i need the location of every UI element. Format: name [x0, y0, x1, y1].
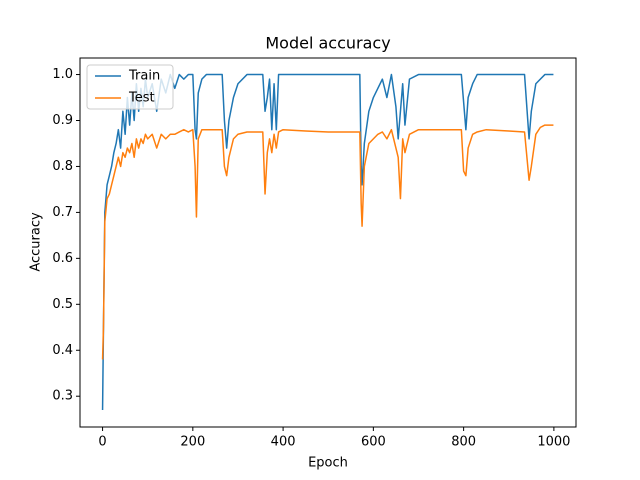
- x-tick-label: 400: [271, 435, 296, 450]
- x-tick-label: 800: [451, 435, 476, 450]
- line-series: [101, 73, 554, 411]
- x-tick-label: 600: [361, 435, 386, 450]
- legend-label: Test: [128, 91, 155, 106]
- y-tick-label: 0.3: [52, 389, 73, 404]
- y-tick-label: 0.7: [52, 205, 73, 220]
- plot-frame: [79, 57, 577, 428]
- x-tick-label: 200: [180, 435, 205, 450]
- legend-label: Train: [128, 69, 160, 84]
- y-tick-label: 0.5: [52, 297, 73, 312]
- y-tick-label: 1.0: [52, 67, 73, 82]
- y-axis-label: Accuracy: [29, 212, 44, 272]
- x-tick-label: 0: [98, 435, 106, 450]
- line-series: [101, 124, 554, 360]
- y-tick-label: 0.8: [52, 159, 73, 174]
- x-tick-label: 1000: [537, 435, 570, 450]
- y-tick-label: 0.9: [52, 113, 73, 128]
- chart-title: Model accuracy: [265, 34, 390, 53]
- x-axis-label: Epoch: [308, 456, 348, 471]
- y-tick-label: 0.4: [52, 343, 73, 358]
- y-tick-label: 0.6: [52, 251, 73, 266]
